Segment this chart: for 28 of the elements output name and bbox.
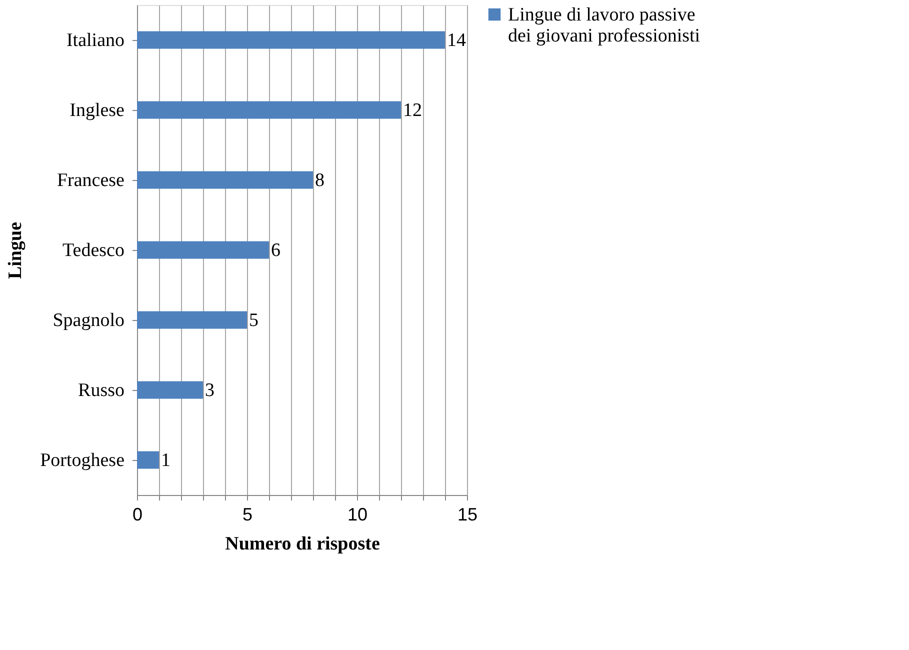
x-tick-label: 10 xyxy=(347,504,368,524)
bar xyxy=(137,101,401,119)
bar xyxy=(137,171,313,189)
data-label: 8 xyxy=(315,170,324,191)
y-tick-label: Italiano xyxy=(66,30,124,51)
x-tick-label: 0 xyxy=(132,504,143,524)
y-tick-label: Portoghese xyxy=(40,450,124,471)
y-axis-title: Lingue xyxy=(5,222,26,280)
bar xyxy=(137,381,203,399)
y-tick-label: Inglese xyxy=(70,100,124,121)
x-tick-label: 5 xyxy=(242,504,253,524)
data-label: 5 xyxy=(249,310,258,331)
x-axis-title: Numero di risposte xyxy=(225,534,380,554)
y-tick-label: Spagnolo xyxy=(52,310,124,331)
bar xyxy=(137,311,247,329)
data-label: 12 xyxy=(403,100,422,121)
legend-label: Lingue di lavoro passive dei giovani professionisti xyxy=(508,4,700,46)
y-tick-label: Francese xyxy=(56,170,124,191)
data-label: 14 xyxy=(447,30,466,51)
y-tick-label: Tedesco xyxy=(62,240,124,261)
y-tick-label: Russo xyxy=(78,380,124,401)
x-tick-label: 15 xyxy=(457,504,478,524)
data-label: 1 xyxy=(161,450,170,471)
bar xyxy=(137,451,159,469)
data-label: 3 xyxy=(205,380,214,401)
bar xyxy=(137,241,269,259)
data-label: 6 xyxy=(271,240,280,261)
bar xyxy=(137,31,445,49)
